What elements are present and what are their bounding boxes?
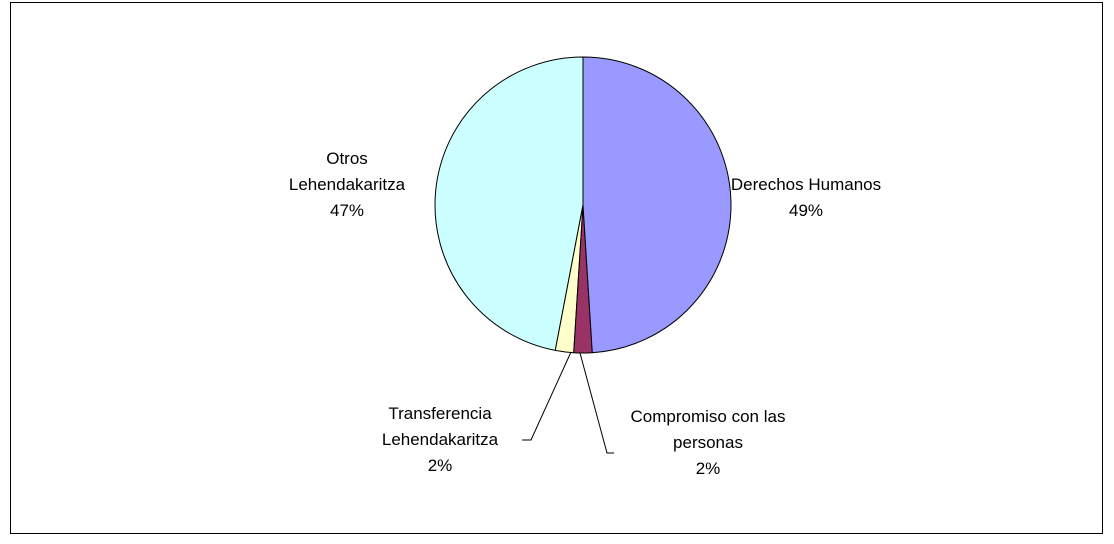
category-label: Derechos Humanos xyxy=(730,175,882,194)
slice-label: Derechos Humanos 49% xyxy=(706,172,906,224)
chart-frame xyxy=(10,2,1103,534)
slice-label: Otros Lehendakaritza 47% xyxy=(267,146,427,224)
pie-slice xyxy=(434,56,584,351)
slice-label: Transferencia Lehendakaritza 2% xyxy=(360,401,520,479)
leader-line xyxy=(579,352,614,454)
category-label: Transferencia Lehendakaritza xyxy=(381,404,499,449)
value-label: 2% xyxy=(695,459,721,478)
slice-label: Compromiso con las personas 2% xyxy=(628,404,788,482)
value-label: 2% xyxy=(427,456,453,475)
value-label: 47% xyxy=(329,201,365,220)
value-label: 49% xyxy=(788,201,824,220)
category-label: Otros Lehendakaritza xyxy=(288,149,406,194)
leader-line xyxy=(522,351,572,441)
category-label: Compromiso con las personas xyxy=(630,407,786,452)
pie-slice xyxy=(582,56,732,354)
